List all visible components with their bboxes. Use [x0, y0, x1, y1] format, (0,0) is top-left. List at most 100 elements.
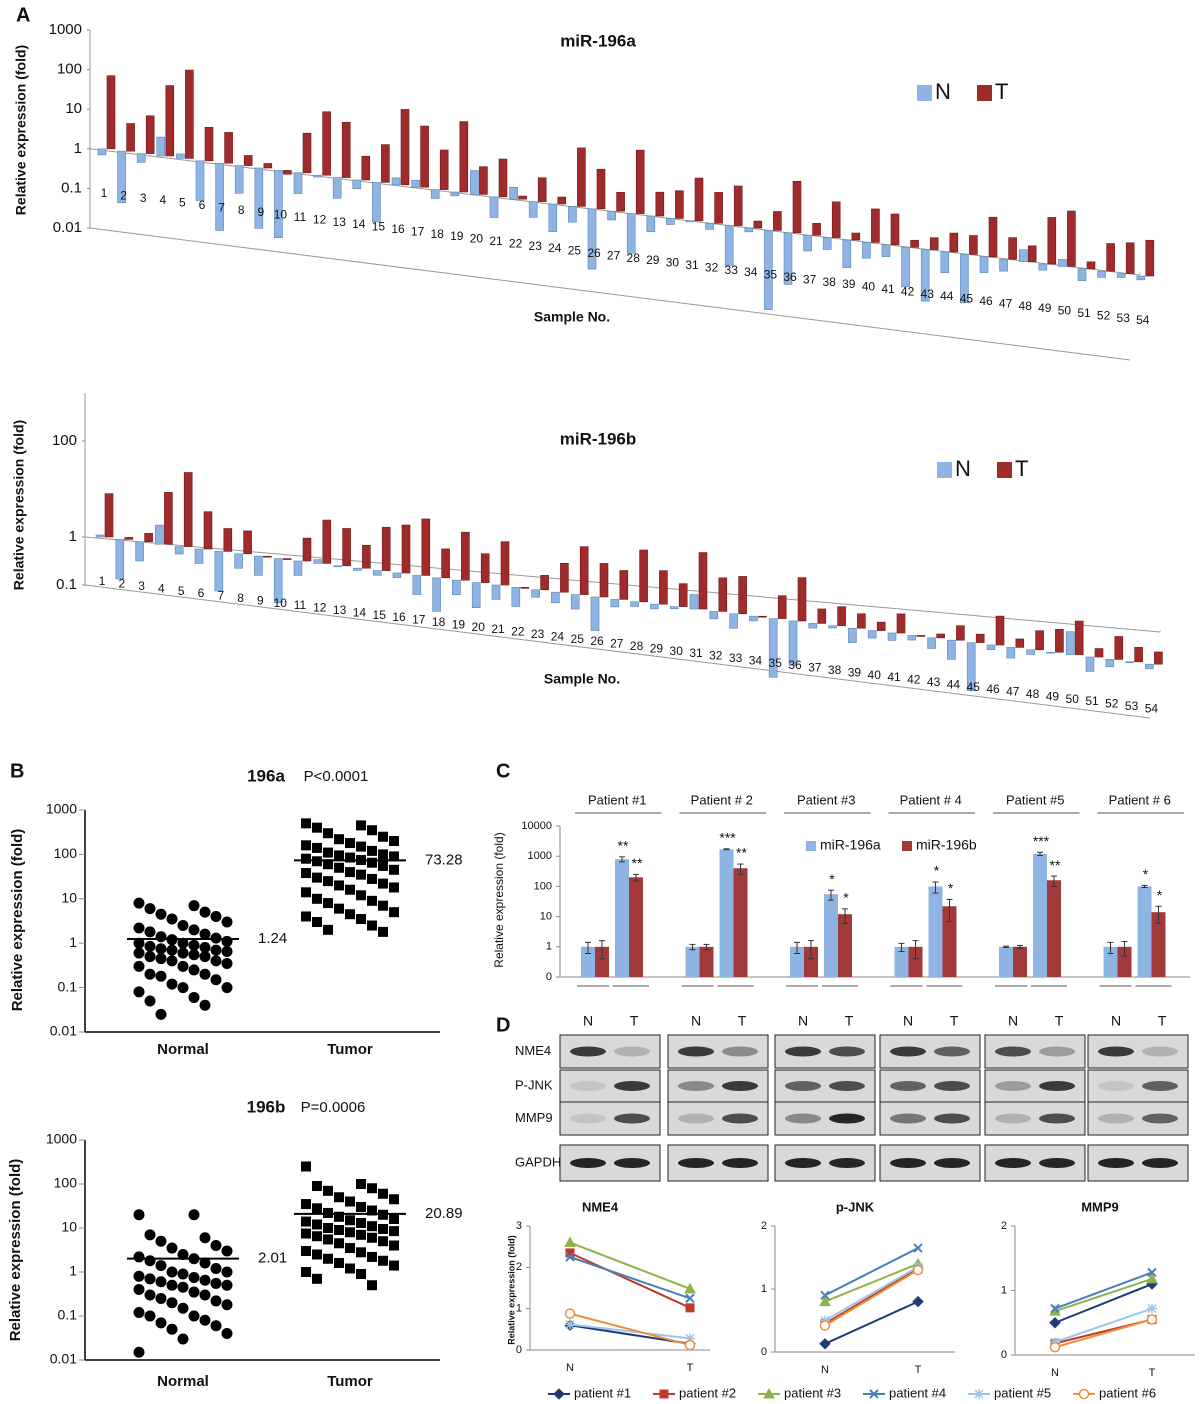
x-tick-label: 31	[685, 258, 699, 272]
point	[367, 1232, 377, 1243]
line	[824, 1266, 919, 1322]
bar	[183, 472, 193, 547]
point	[133, 1270, 145, 1282]
bar	[500, 541, 510, 586]
point	[389, 882, 399, 893]
x-tick-label: T	[915, 1364, 922, 1376]
bar	[999, 258, 1008, 272]
point	[177, 1302, 189, 1314]
point	[378, 1255, 388, 1266]
bar	[174, 546, 184, 555]
bar	[302, 132, 312, 174]
bar	[1125, 661, 1134, 664]
bar	[803, 234, 812, 252]
bar	[1058, 259, 1067, 267]
x-tick-label: 33	[725, 263, 739, 277]
annotation: P=0.0006	[301, 1099, 366, 1116]
bar	[733, 185, 743, 226]
bar	[646, 215, 656, 233]
point	[188, 949, 200, 961]
point	[188, 1286, 200, 1298]
y-tick-label: 1000	[49, 21, 82, 38]
chart-title: miR-196a	[560, 31, 636, 50]
x-tick-label: 12	[313, 212, 327, 226]
bar	[243, 530, 252, 555]
line	[569, 1251, 691, 1309]
x-tick-label: 26	[587, 246, 601, 260]
bar	[144, 533, 153, 543]
bar	[470, 170, 479, 195]
mean-label: 20.89	[425, 1205, 463, 1222]
y-tick-label: 0.01	[50, 1023, 77, 1039]
mean-label: 2.01	[258, 1250, 287, 1267]
point	[144, 1229, 156, 1241]
bar	[234, 553, 243, 569]
marker	[564, 1236, 576, 1248]
point	[356, 1217, 366, 1228]
bar	[441, 548, 450, 579]
bar	[372, 182, 381, 223]
bar	[986, 644, 996, 650]
point	[389, 1214, 399, 1225]
point	[367, 825, 377, 836]
blot-band	[570, 1158, 606, 1168]
bar	[234, 165, 244, 194]
point	[155, 1235, 167, 1247]
bar	[927, 637, 936, 649]
y-tick-label: 0.1	[56, 576, 77, 593]
point	[133, 947, 145, 959]
bar	[808, 623, 818, 629]
bar	[669, 606, 679, 610]
point	[356, 1269, 366, 1280]
point	[188, 964, 200, 976]
bar	[871, 208, 880, 243]
chart-title: 196b	[247, 1097, 286, 1116]
bar	[372, 570, 382, 576]
blot-band	[678, 1158, 714, 1168]
x-tick-label: 24	[548, 241, 562, 255]
point	[221, 916, 233, 928]
y-tick-label: 1	[516, 1303, 522, 1315]
bar	[764, 230, 773, 310]
x-tick-label: 3	[138, 579, 145, 593]
point	[188, 924, 200, 936]
point	[301, 853, 311, 864]
x-tick-label: 6	[198, 586, 205, 600]
legend-label: N	[935, 79, 951, 104]
line	[824, 1267, 919, 1325]
chart-title: NME4	[582, 1199, 619, 1214]
point	[312, 842, 322, 853]
x-tick-label: 35	[764, 268, 778, 282]
bar	[848, 627, 857, 643]
bar	[224, 132, 233, 164]
point	[367, 1280, 377, 1291]
bar	[135, 541, 144, 562]
bar	[792, 180, 802, 234]
point	[378, 1223, 388, 1234]
marker	[684, 1282, 696, 1294]
point	[389, 1194, 399, 1205]
x-tick-label: 26	[590, 634, 604, 648]
x-tick-label: 39	[842, 277, 856, 291]
point	[199, 1257, 211, 1269]
bar	[391, 177, 401, 186]
point	[312, 917, 322, 928]
bar	[936, 633, 945, 639]
bar	[626, 213, 636, 254]
y-tick-label: 100	[54, 1175, 78, 1191]
x-tick-label: 21	[491, 622, 505, 636]
point	[345, 852, 355, 863]
x-tick-label: 28	[627, 251, 641, 265]
marker	[912, 1295, 924, 1308]
x-tick-label: 14	[352, 217, 366, 231]
bar	[881, 244, 891, 258]
bar	[194, 548, 204, 564]
bar	[1015, 638, 1025, 648]
point	[210, 910, 222, 922]
x-tick-label: 19	[450, 229, 464, 243]
y-tick-label: 0.01	[50, 1351, 77, 1367]
point	[345, 867, 355, 878]
blot-band	[570, 1113, 606, 1124]
panel-label: B	[10, 760, 24, 782]
point	[155, 970, 167, 982]
